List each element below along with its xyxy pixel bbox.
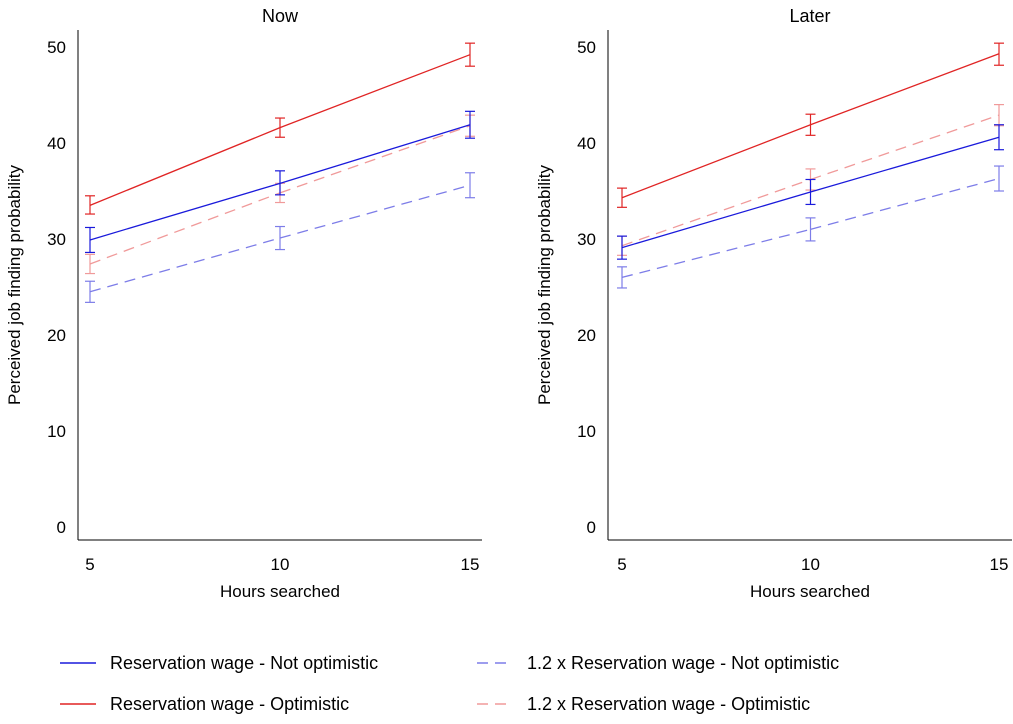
panel-later: Later 0 10 20 30 40 50 5 10 15 Hours searched Perce… xyxy=(535,6,1012,601)
y-tick-label: 50 xyxy=(577,38,596,57)
series-line-segment xyxy=(280,55,470,128)
y-tick-label: 20 xyxy=(577,326,596,345)
y-tick-label: 10 xyxy=(47,422,66,441)
series-line-segment xyxy=(811,137,1000,192)
x-tick-label: 5 xyxy=(617,555,626,574)
panel-now: Now 0 10 20 30 40 50 5 10 15 Hours searched Perceiv… xyxy=(5,6,482,601)
series-line-segment xyxy=(90,193,280,264)
series-line-segment xyxy=(622,229,811,277)
series-line-segment xyxy=(280,126,470,193)
x-tick-label: 5 xyxy=(85,555,94,574)
y-axis-label: Perceived job finding probability xyxy=(5,164,24,405)
legend-label: 1.2 x Reservation wage - Not optimistic xyxy=(527,653,839,673)
x-tick-label: 10 xyxy=(271,555,290,574)
y-tick-label: 30 xyxy=(47,230,66,249)
series-line-segment xyxy=(280,185,470,238)
y-tick-label: 40 xyxy=(47,134,66,153)
series-line-segment xyxy=(622,179,811,245)
x-axis-label: Hours searched xyxy=(750,582,870,601)
legend-label: Reservation wage - Optimistic xyxy=(110,694,349,714)
y-tick-label: 0 xyxy=(57,518,66,537)
y-tick-label: 10 xyxy=(577,422,596,441)
legend-label: 1.2 x Reservation wage - Optimistic xyxy=(527,694,810,714)
panel-title: Later xyxy=(789,6,830,26)
legend: Reservation wage - Not optimistic 1.2 x R… xyxy=(60,653,839,714)
series-line-segment xyxy=(90,183,280,240)
y-tick-label: 30 xyxy=(577,230,596,249)
series-line-segment xyxy=(622,192,811,248)
series-line-segment xyxy=(811,54,1000,125)
y-axis-label: Perceived job finding probability xyxy=(535,164,554,405)
series-line-segment xyxy=(811,179,1000,230)
series-line-segment xyxy=(280,125,470,184)
y-tick-label: 50 xyxy=(47,38,66,57)
x-axis-label: Hours searched xyxy=(220,582,340,601)
y-tick-label: 0 xyxy=(587,518,596,537)
y-tick-label: 40 xyxy=(577,134,596,153)
x-tick-label: 15 xyxy=(461,555,480,574)
y-tick-label: 20 xyxy=(47,326,66,345)
panel-title: Now xyxy=(262,6,299,26)
series-line-segment xyxy=(90,238,280,292)
legend-label: Reservation wage - Not optimistic xyxy=(110,653,378,673)
series-line-segment xyxy=(811,115,1000,179)
series-line-segment xyxy=(90,128,280,206)
series-line-segment xyxy=(622,125,811,198)
x-tick-label: 10 xyxy=(801,555,820,574)
x-tick-label: 15 xyxy=(990,555,1009,574)
